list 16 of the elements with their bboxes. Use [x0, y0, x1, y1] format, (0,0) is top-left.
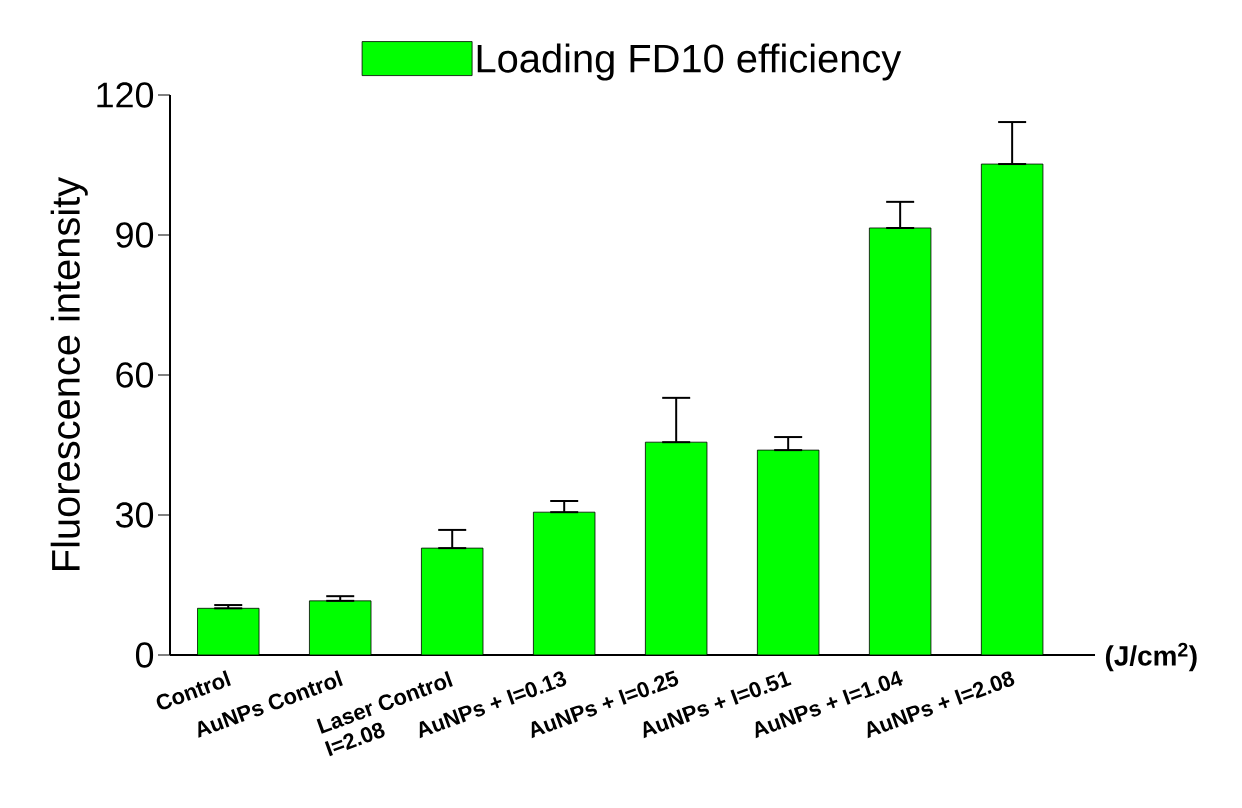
y-axis-title: Fluorescence intensity	[50, 176, 88, 570]
bar	[756, 449, 820, 655]
y-tick-label: 60	[116, 362, 154, 388]
y-tick-label: 0	[135, 642, 154, 668]
bar	[980, 163, 1044, 655]
bar	[197, 607, 260, 655]
bar	[644, 441, 708, 655]
bar	[868, 227, 932, 655]
bar	[421, 547, 484, 655]
bar	[533, 511, 596, 655]
legend-label: Loading FD10 efficiency	[477, 43, 902, 81]
bar	[309, 600, 372, 655]
y-tick-label: 90	[116, 222, 154, 248]
x-axis-title: (J/cm$^{2}$)	[1105, 642, 1197, 672]
y-tick-label: 30	[115, 502, 154, 528]
y-tick-label: 120	[97, 82, 154, 108]
